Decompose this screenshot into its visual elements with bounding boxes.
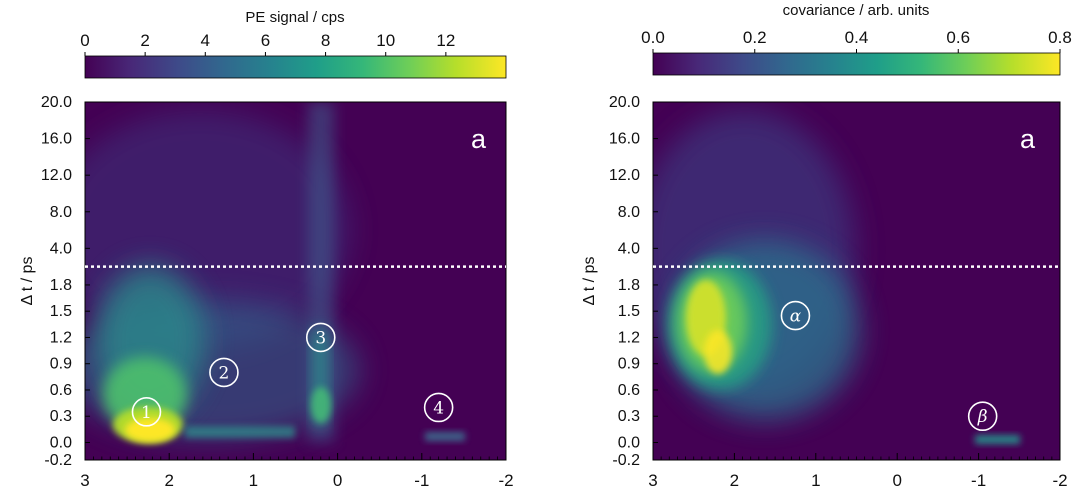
pe-colorbar-tick-label: 0 xyxy=(80,31,89,50)
cov-colorbar-tick-label: 0.6 xyxy=(946,28,970,47)
cov-y-tick-label: 12.0 xyxy=(609,167,640,184)
cov-colorbar-gradient xyxy=(652,52,1061,76)
cov-y-tick-label: 1.2 xyxy=(618,329,640,346)
cov-feature-label: β xyxy=(977,407,988,427)
pe-y-tick-label: 0.3 xyxy=(50,408,72,425)
pe-feature-label: 3 xyxy=(315,328,326,348)
cov-x-tick-label: 2 xyxy=(730,471,739,490)
cov-colorbar-tick-label: 0.4 xyxy=(845,28,869,47)
pe-x-tick-label: 1 xyxy=(249,471,258,490)
cov-y-tick-label: 0.9 xyxy=(618,356,640,373)
pe-colorbar-tick-label: 10 xyxy=(376,31,395,50)
pe-x-tick-label: -1 xyxy=(414,471,429,490)
cov-y-tick-label: 1.5 xyxy=(618,303,640,320)
pe-feature-marker xyxy=(423,392,454,423)
pe-y-tick-label: 0.6 xyxy=(50,382,72,399)
cov-x-tick-label: 3 xyxy=(648,471,657,490)
pe-x-tick-label: 0 xyxy=(333,471,342,490)
pe-feature-label: 2 xyxy=(219,363,230,383)
cov-y-tick-label: 16.0 xyxy=(609,131,640,148)
pe-y-tick-label: 0.0 xyxy=(50,434,72,451)
pe-feature-label: 1 xyxy=(141,403,152,423)
pe-x-tick-label: 2 xyxy=(164,471,173,490)
pe-x-tick-label: -2 xyxy=(498,471,513,490)
pe-ylabel: Δ t / ps xyxy=(19,257,36,306)
pe-y-tick-label: 16.0 xyxy=(41,131,72,148)
cov-y-tick-label: 0.0 xyxy=(618,434,640,451)
pe-colorbar-label: PE signal / cps xyxy=(245,9,344,26)
pe-feature-marker xyxy=(305,322,336,353)
pe-y-tick-label: 8.0 xyxy=(50,204,72,221)
pe-colorbar-gradient xyxy=(84,55,507,79)
pe-y-tick-label: 4.0 xyxy=(50,240,72,257)
pe-y-tick-label: 1.5 xyxy=(50,303,72,320)
pe-colorbar-tick-label: 2 xyxy=(140,31,149,50)
cov-feature-marker xyxy=(780,300,811,331)
pe-colorbar-tick-label: 8 xyxy=(321,31,330,50)
pe-colorbar-tick-label: 12 xyxy=(436,31,455,50)
cov-x-tick-label: -2 xyxy=(1052,471,1067,490)
cov-feature-label: α xyxy=(790,307,802,327)
cov-colorbar-tick-label: 0.2 xyxy=(743,28,767,47)
cov-colorbar-tick-label: 0.0 xyxy=(641,28,665,47)
covariance-panel: covariance / arb. units 0.0 0.2 0.4 0.6 0.8 … xyxy=(581,2,1072,490)
cov-x-tick-label: -1 xyxy=(971,471,986,490)
pe-y-tick-label: -0.2 xyxy=(44,452,72,469)
cov-y-tick-label: 0.3 xyxy=(618,408,640,425)
pe-x-tick-label: 3 xyxy=(80,471,89,490)
cov-feature-marker xyxy=(967,401,998,432)
cov-ylabel: Δ t / ps xyxy=(581,257,598,306)
cov-y-tick-label: 8.0 xyxy=(618,204,640,221)
cov-y-tick-label: 1.8 xyxy=(618,277,640,294)
cov-panel-label: a xyxy=(1020,124,1036,154)
pe-feature-marker xyxy=(131,397,162,427)
pe-colorbar: PE signal / cps 0 2 4 6 8 10 12 xyxy=(80,9,507,79)
pe-panel-label: a xyxy=(471,124,487,154)
pe-y-tick-label: 20.0 xyxy=(41,94,72,111)
cov-y-tick-label: -0.2 xyxy=(612,452,640,469)
cov-colorbar-tick-label: 0.8 xyxy=(1048,28,1072,47)
cov-colorbar: covariance / arb. units 0.0 0.2 0.4 0.6 0.8 xyxy=(641,2,1072,76)
cov-colorbar-label: covariance / arb. units xyxy=(783,2,930,19)
cov-y-tick-label: 0.6 xyxy=(618,382,640,399)
pe-y-tick-label: 0.9 xyxy=(50,356,72,373)
pe-y-tick-label: 1.8 xyxy=(50,277,72,294)
pe-colorbar-tick-label: 6 xyxy=(261,31,270,50)
pe-y-tick-label: 12.0 xyxy=(41,167,72,184)
pe-feature-marker xyxy=(209,357,239,388)
cov-x-tick-label: 0 xyxy=(892,471,901,490)
cov-y-tick-label: 20.0 xyxy=(609,94,640,111)
cov-heatmap xyxy=(653,102,1060,460)
pe-colorbar-tick-label: 4 xyxy=(201,31,210,50)
pe-heatmap xyxy=(85,102,506,460)
pe-feature-label: 4 xyxy=(433,398,444,418)
pe-y-tick-label: 1.2 xyxy=(50,329,72,346)
cov-y-tick-label: 4.0 xyxy=(618,240,640,257)
cov-x-tick-label: 1 xyxy=(811,471,820,490)
